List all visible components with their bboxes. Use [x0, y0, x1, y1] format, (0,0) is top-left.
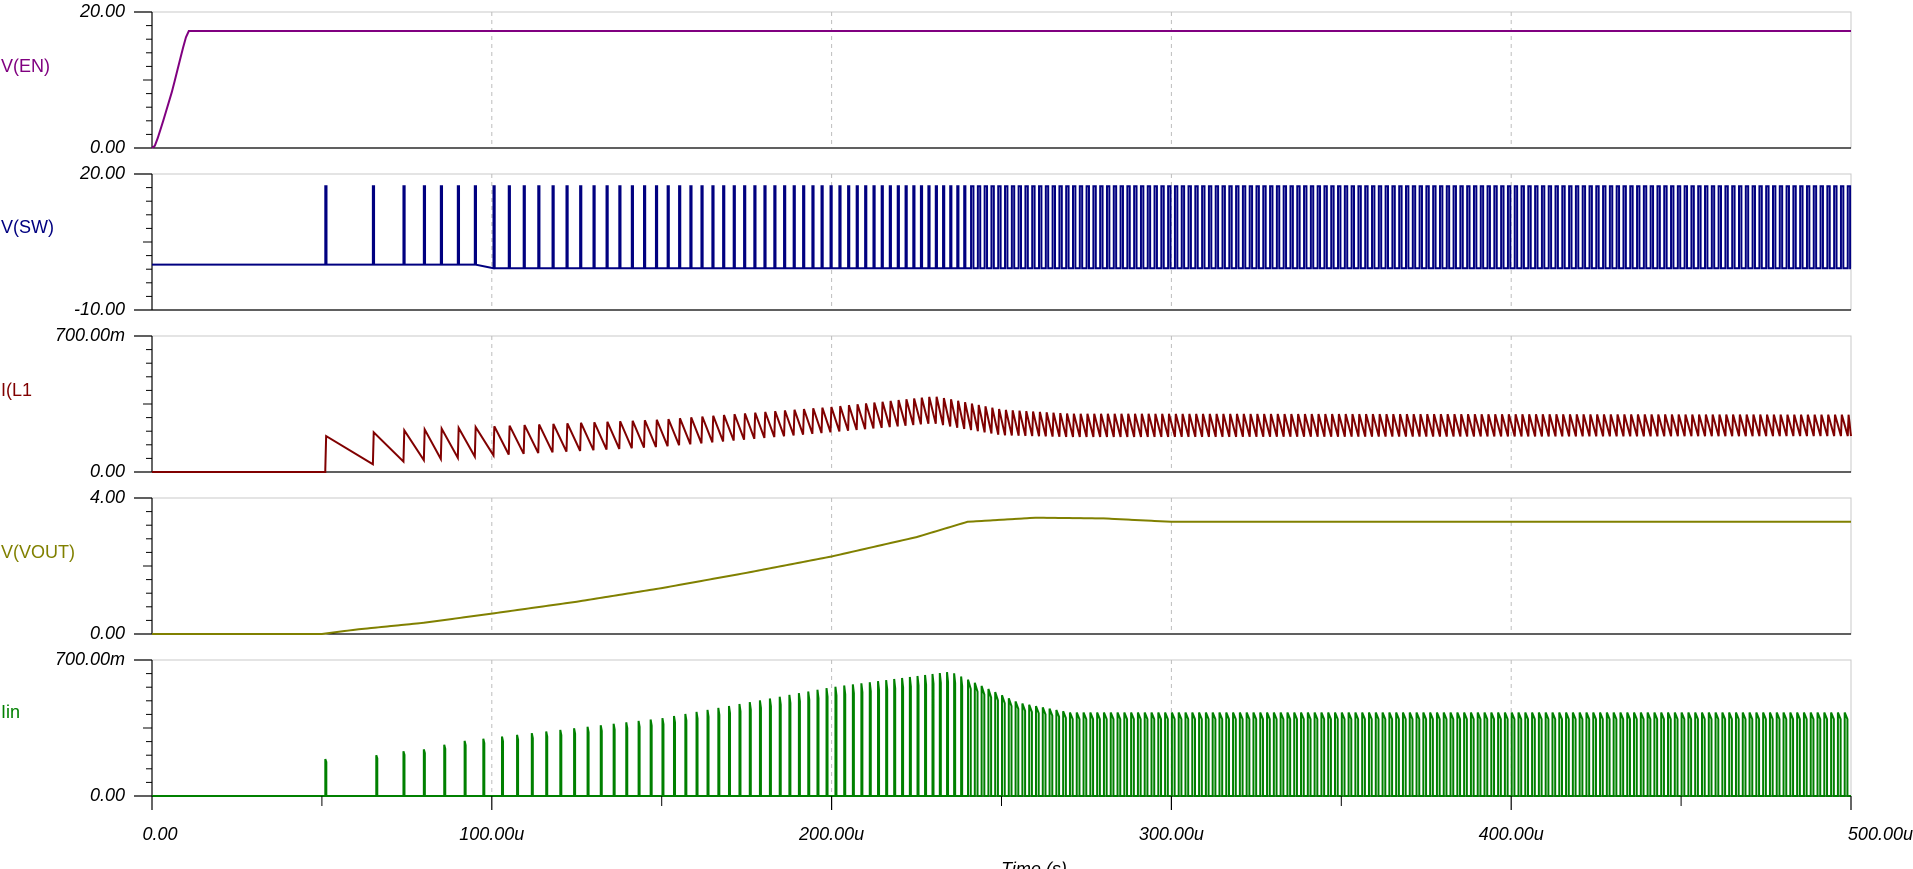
plot-frame	[151, 335, 1852, 473]
trace-label: Iin	[1, 702, 20, 722]
panel-iin: 0.00 700.00m Iin	[1, 649, 1852, 805]
y-tick-label-min: 0.00	[90, 623, 125, 643]
x-tick-label: 0.00	[142, 824, 177, 844]
trace-label: V(EN)	[1, 56, 50, 76]
y-tick-label-max: 700.00m	[55, 649, 125, 669]
y-tick-label-min: 0.00	[90, 461, 125, 481]
y-tick-label-min: 0.00	[90, 785, 125, 805]
series-trace	[152, 516, 1851, 635]
panels-layer: 0.00 20.00 V(EN) -10.00 20.00 V(SW) 0.00 700.00…	[1, 1, 1852, 805]
trace-label: V(VOUT)	[1, 542, 75, 562]
x-tick-label: 400.00u	[1479, 824, 1544, 844]
y-tick-label-max: 700.00m	[55, 325, 125, 345]
series-trace	[151, 30, 1851, 149]
series-trace	[152, 185, 1852, 270]
x-tick-label: 500.00u	[1848, 824, 1913, 844]
y-tick-label-max: 20.00	[79, 163, 125, 183]
y-tick-label-min: -10.00	[74, 299, 125, 319]
trace-label: I(L1	[1, 380, 32, 400]
x-axis: 0.00 100.00u 200.00u 300.00u 400.00u 500.00u	[142, 796, 1913, 844]
series-trace	[152, 672, 1851, 797]
trace-label: V(SW)	[1, 217, 54, 237]
y-tick-label-max: 20.00	[79, 1, 125, 21]
panel-v-vout: 0.00 4.00 V(VOUT)	[1, 487, 1852, 643]
y-tick-label-max: 4.00	[90, 487, 125, 507]
x-tick-label: 300.00u	[1139, 824, 1204, 844]
plot-frame	[151, 497, 1852, 635]
panel-i-l1: 0.00 700.00m I(L1	[1, 325, 1852, 481]
plot-frame	[151, 11, 1852, 149]
x-tick-label: 100.00u	[459, 824, 524, 844]
series-trace	[152, 396, 1852, 473]
y-tick-label-min: 0.00	[90, 137, 125, 157]
x-axis-title: Time (s)	[1001, 859, 1067, 869]
panel-v-en: 0.00 20.00 V(EN)	[1, 1, 1852, 157]
x-tick-label: 200.00u	[798, 824, 864, 844]
panel-v-sw: -10.00 20.00 V(SW)	[1, 163, 1852, 319]
